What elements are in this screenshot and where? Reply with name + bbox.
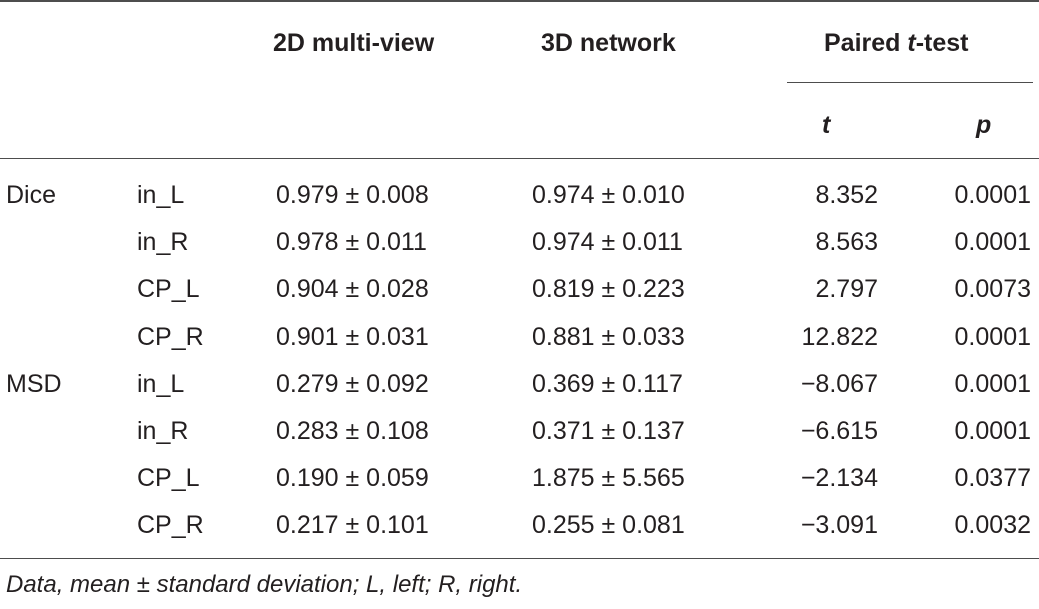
region-cell: CP_L [137, 275, 200, 304]
table-row: CP_L 0.904 ± 0.028 0.819 ± 0.223 2.797 0… [0, 266, 1039, 313]
value-3d-cell: 0.255 ± 0.081 [532, 511, 685, 540]
value-2d-cell: 0.904 ± 0.028 [276, 275, 429, 304]
t-test-group-rule [787, 82, 1033, 83]
table-row: Dice in_L 0.979 ± 0.008 0.974 ± 0.010 8.… [0, 172, 1039, 219]
header-t: t [822, 111, 831, 139]
value-3d-cell: 0.371 ± 0.137 [532, 416, 685, 445]
region-cell: in_L [137, 369, 185, 398]
header-p: p [976, 111, 992, 139]
p-value-cell: 0.0073 [954, 275, 1031, 304]
value-2d-cell: 0.978 ± 0.011 [276, 228, 427, 257]
value-2d-cell: 0.283 ± 0.108 [276, 416, 429, 445]
table-row: CP_L 0.190 ± 0.059 1.875 ± 5.565 −2.134 … [0, 455, 1039, 502]
t-value-cell: 2.797 [815, 275, 878, 304]
metric-cell: MSD [6, 369, 62, 398]
header-paired-t-italic: t [907, 29, 916, 57]
t-value-cell: −6.615 [800, 416, 878, 445]
table-row: CP_R 0.901 ± 0.031 0.881 ± 0.033 12.822 … [0, 314, 1039, 361]
value-2d-cell: 0.901 ± 0.031 [276, 322, 429, 351]
region-cell: in_L [137, 181, 185, 209]
p-value-cell: 0.0001 [954, 228, 1031, 257]
value-3d-cell: 0.881 ± 0.033 [532, 322, 685, 351]
region-cell: in_R [137, 416, 189, 445]
t-value-cell: 12.822 [801, 322, 878, 351]
table-top-rule [0, 0, 1039, 2]
p-value-cell: 0.0377 [954, 464, 1031, 493]
region-cell: CP_L [137, 464, 200, 493]
t-value-cell: 8.352 [815, 181, 878, 209]
table-row: CP_R 0.217 ± 0.101 0.255 ± 0.081 −3.091 … [0, 502, 1039, 549]
value-2d-cell: 0.190 ± 0.059 [276, 464, 429, 493]
header-body-rule [0, 158, 1039, 159]
value-3d-cell: 1.875 ± 5.565 [532, 464, 685, 493]
t-value-cell: −8.067 [800, 369, 878, 398]
table-bottom-rule [0, 558, 1039, 559]
region-cell: in_R [137, 228, 189, 257]
table-row: in_R 0.283 ± 0.108 0.371 ± 0.137 −6.615 … [0, 408, 1039, 455]
table-row: MSD in_L 0.279 ± 0.092 0.369 ± 0.117 −8.… [0, 361, 1039, 408]
region-cell: CP_R [137, 511, 204, 540]
value-3d-cell: 0.819 ± 0.223 [532, 275, 685, 304]
header-2d-multi-view: 2D multi-view [273, 29, 435, 57]
value-2d-cell: 0.979 ± 0.008 [276, 181, 429, 209]
t-value-cell: −2.134 [800, 464, 878, 493]
p-value-cell: 0.0032 [954, 511, 1031, 540]
value-3d-cell: 0.369 ± 0.117 [532, 369, 683, 398]
header-paired-suffix: -test [915, 29, 969, 57]
t-value-cell: 8.563 [815, 228, 878, 257]
table-body: Dice in_L 0.979 ± 0.008 0.974 ± 0.010 8.… [0, 172, 1039, 550]
value-2d-cell: 0.279 ± 0.092 [276, 369, 429, 398]
p-value-cell: 0.0001 [954, 416, 1031, 445]
p-value-cell: 0.0001 [954, 181, 1031, 209]
metric-cell: Dice [6, 181, 57, 209]
value-2d-cell: 0.217 ± 0.101 [276, 511, 429, 540]
header-paired-prefix: Paired [824, 29, 908, 57]
table-row: in_R 0.978 ± 0.011 0.974 ± 0.011 8.563 0… [0, 219, 1039, 266]
t-value-cell: −3.091 [800, 511, 878, 540]
value-3d-cell: 0.974 ± 0.011 [532, 228, 683, 257]
table-footnote: Data, mean ± standard deviation; L, left… [6, 571, 523, 598]
value-3d-cell: 0.974 ± 0.010 [532, 181, 685, 209]
region-cell: CP_R [137, 322, 204, 351]
p-value-cell: 0.0001 [954, 322, 1031, 351]
p-value-cell: 0.0001 [954, 369, 1031, 398]
header-3d-network: 3D network [541, 29, 676, 57]
header-paired-t-test: Paired t-test [824, 28, 969, 58]
